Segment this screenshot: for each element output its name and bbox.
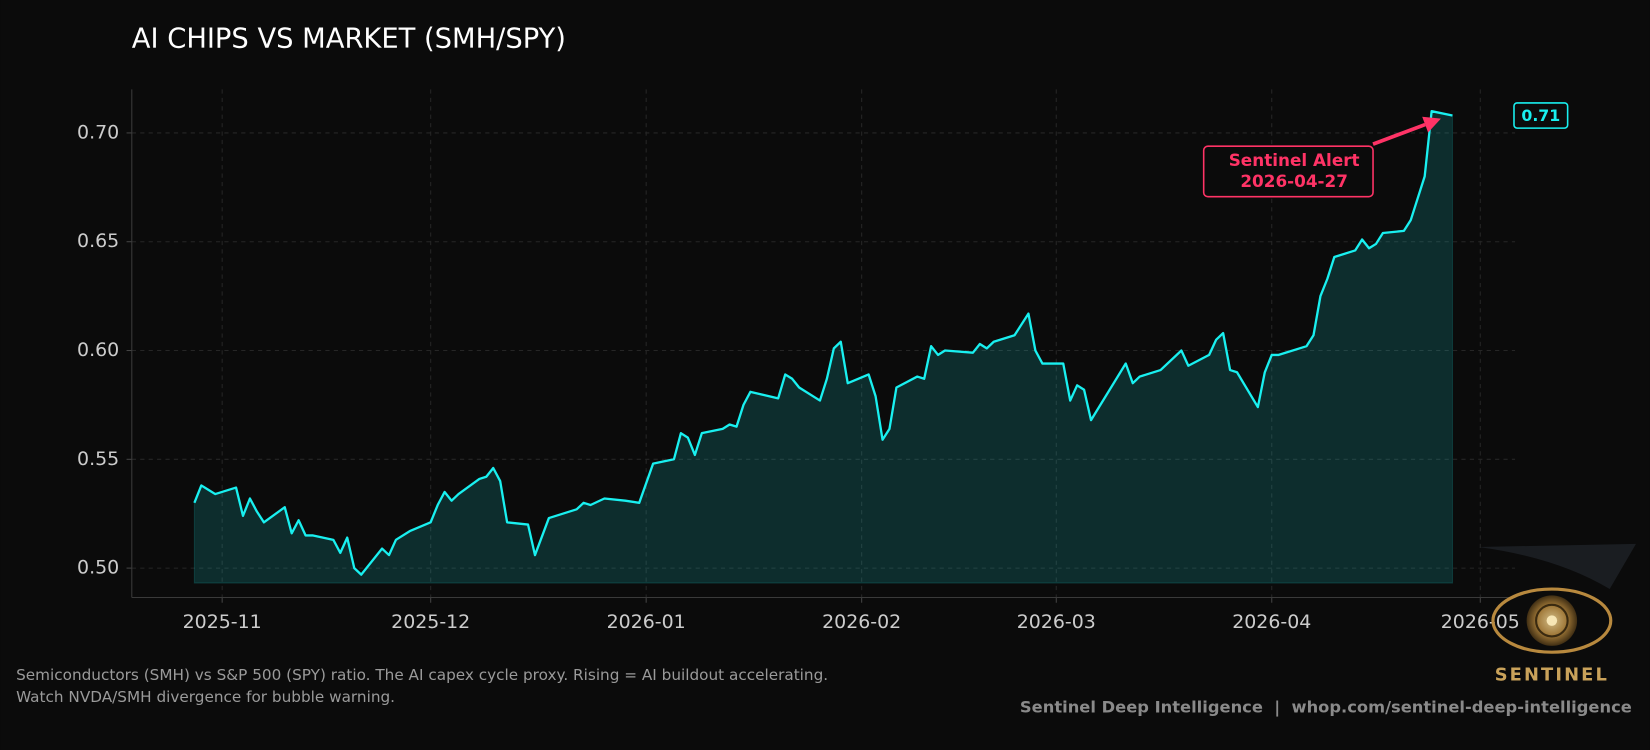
x-tick-label: 2025-11 (183, 611, 262, 633)
last-value-label: 0.71 (1521, 106, 1560, 125)
chart-title: AI CHIPS VS MARKET (SMH/SPY) (132, 23, 566, 54)
caption-line: Watch NVDA/SMH divergence for bubble war… (16, 688, 395, 706)
annotation-date: 2026-04-27 (1240, 171, 1348, 191)
x-tick-label: 2026-02 (822, 611, 901, 633)
last-value-box (1513, 102, 1569, 129)
y-tick-label: 0.65 (77, 230, 119, 252)
x-tick-label: 2026-05 (1441, 611, 1520, 633)
caption-line: Semiconductors (SMH) vs S&P 500 (SPY) ra… (16, 666, 828, 684)
x-tick-label: 2026-04 (1232, 611, 1311, 633)
line (193, 110, 1453, 576)
logo-eye (1491, 587, 1613, 654)
x-tick-label: 2026-03 (1017, 611, 1096, 633)
logo-text: SENTINEL (1495, 664, 1609, 685)
logo-swoosh (1478, 543, 1637, 590)
y-tick-label: 0.70 (77, 121, 119, 143)
y-tick-label: 0.60 (77, 339, 119, 361)
y-tick-label: 0.50 (77, 557, 119, 579)
logo-pupil (1546, 615, 1558, 626)
annotation-text: Sentinel Alert (1229, 150, 1360, 170)
y-tick-label: 0.55 (77, 448, 119, 470)
x-tick-label: 2025-12 (391, 611, 470, 633)
annotation-arrow (1372, 122, 1426, 146)
annotation-box (1202, 145, 1374, 198)
x-tick-label: 2026-01 (607, 611, 686, 633)
credit: Sentinel Deep Intelligence | whop.com/se… (1020, 697, 1632, 717)
logo-ring (1535, 603, 1569, 638)
annotation-arrowhead (1422, 116, 1441, 133)
logo: SENTINEL (1478, 543, 1637, 685)
